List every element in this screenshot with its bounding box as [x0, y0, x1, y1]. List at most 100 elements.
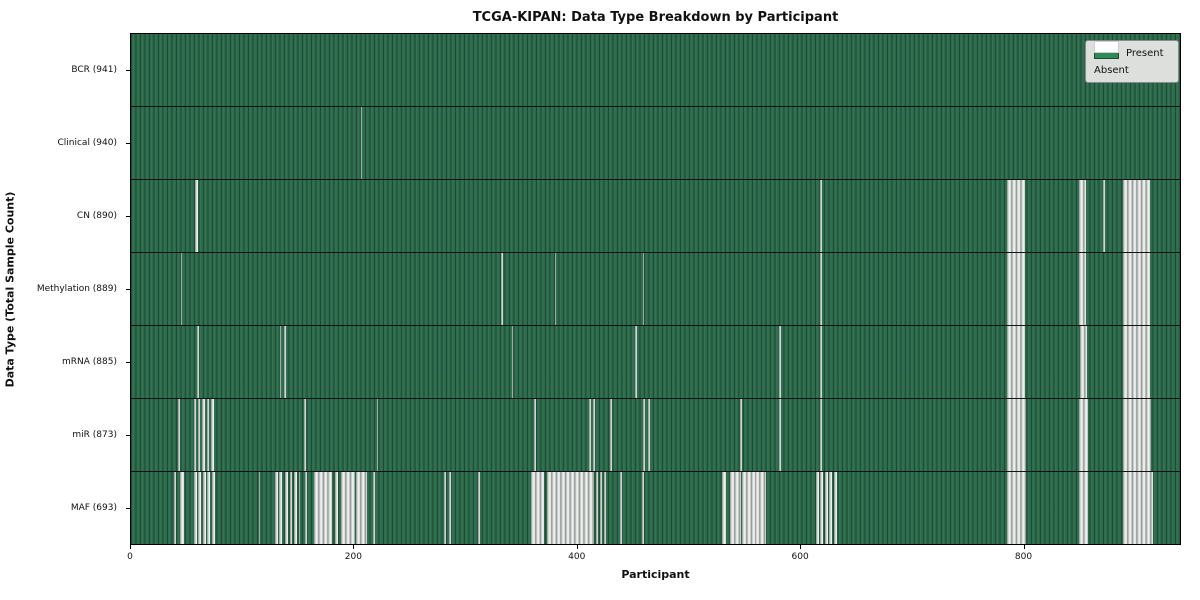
absent-stripe [206, 399, 210, 471]
x-tick-label: 800 [1014, 552, 1033, 562]
x-tick-label: 200 [344, 552, 362, 562]
absent-stripe [193, 399, 197, 471]
x-tick-mark [1023, 545, 1025, 549]
legend-absent-label: Absent [1094, 65, 1129, 76]
absent-stripe [1123, 253, 1150, 325]
absent-stripe [603, 472, 607, 544]
absent-stripe [174, 472, 177, 544]
absent-stripe [197, 399, 201, 471]
y-tick-mark [126, 142, 130, 144]
chart-title: TCGA-KIPAN: Data Type Breakdown by Parti… [472, 10, 839, 25]
absent-stripe [1079, 472, 1089, 544]
absent-stripe [820, 326, 823, 398]
absent-stripe [284, 326, 286, 398]
absent-stripe [1007, 399, 1026, 471]
absent-stripe [285, 472, 289, 544]
y-tick-mark [126, 508, 130, 510]
absent-stripe [820, 472, 824, 544]
absent-stripe [642, 399, 645, 471]
legend-item-absent: Absent [1094, 41, 1170, 76]
absent-stripe [1079, 326, 1088, 398]
y-tick-label: mRNA (885) [62, 357, 117, 368]
heatmap-row-mir [131, 399, 1180, 472]
absent-stripe [198, 472, 202, 544]
absent-stripe [824, 472, 828, 544]
y-tick-label: CN (890) [76, 210, 117, 221]
absent-stripe [755, 472, 766, 544]
y-tick-mark [126, 435, 130, 437]
absent-swatch [1094, 41, 1119, 53]
absent-stripe [202, 472, 206, 544]
absent-stripe [642, 253, 645, 325]
absent-stripe [178, 399, 181, 471]
y-tick-mark [126, 362, 130, 364]
absent-stripe [619, 472, 623, 544]
y-tick-label: Methylation (889) [36, 284, 117, 294]
absent-stripe [207, 472, 211, 544]
absent-stripe [588, 399, 591, 471]
heatmap-plot [130, 33, 1181, 545]
x-tick-label: 400 [568, 552, 586, 562]
absent-stripe [279, 472, 283, 544]
absent-stripe [1078, 253, 1087, 325]
x-tick-label: 600 [791, 552, 809, 562]
absent-stripe [730, 472, 741, 544]
absent-stripe [196, 326, 199, 398]
absent-stripe [180, 253, 183, 325]
absent-stripe [740, 399, 743, 471]
absent-stripe [530, 472, 545, 544]
y-tick-mark [126, 289, 130, 290]
legend-present-label: Present [1126, 47, 1164, 59]
y-tick-label: Clinical (940) [57, 137, 117, 148]
absent-stripe [511, 326, 514, 398]
absent-stripe [195, 180, 198, 252]
absent-stripe [833, 472, 837, 544]
x-tick-mark [130, 545, 131, 549]
absent-stripe [356, 472, 367, 544]
heatmap-row-maf [131, 472, 1180, 544]
absent-stripe [593, 399, 595, 471]
absent-stripe [547, 472, 595, 544]
absent-stripe [1123, 180, 1150, 252]
absent-stripe [478, 472, 480, 544]
absent-stripe [289, 472, 293, 544]
absent-stripe [341, 472, 355, 544]
absent-stripe [443, 472, 446, 544]
absent-stripe [1007, 253, 1026, 325]
absent-stripe [1079, 399, 1089, 471]
absent-stripe [648, 399, 650, 471]
absent-stripe [449, 472, 452, 544]
absent-stripe [501, 253, 503, 325]
absent-stripe [258, 472, 261, 544]
absent-stripe [1103, 180, 1105, 252]
absent-stripe [293, 472, 297, 544]
y-tick-label: MAF (693) [70, 503, 117, 514]
absent-stripe [819, 180, 822, 252]
absent-stripe [1123, 326, 1150, 398]
absent-stripe [212, 472, 215, 544]
absent-stripe [193, 472, 197, 544]
absent-stripe [819, 253, 822, 325]
absent-stripe [533, 399, 537, 471]
absent-stripe [180, 472, 184, 544]
absent-stripe [1007, 326, 1026, 398]
y-tick-mark [126, 69, 130, 71]
absent-stripe [741, 472, 755, 544]
absent-stripe [610, 399, 613, 471]
y-tick-label: miR (873) [72, 430, 117, 441]
absent-stripe [202, 399, 205, 471]
x-tick-mark [576, 545, 578, 549]
x-axis-label: Participant [621, 568, 690, 581]
absent-stripe [1122, 399, 1151, 471]
absent-stripe [298, 472, 301, 544]
x-tick-label: 0 [127, 552, 133, 562]
absent-stripe [819, 399, 823, 471]
legend: Present Absent [1085, 40, 1179, 83]
y-tick-label: BCR (941) [71, 64, 117, 75]
heatmap-row-methylation [131, 253, 1180, 326]
absent-stripe [599, 472, 602, 544]
absent-stripe [635, 326, 638, 398]
absent-stripe [1006, 472, 1026, 544]
y-tick-mark [126, 215, 130, 217]
